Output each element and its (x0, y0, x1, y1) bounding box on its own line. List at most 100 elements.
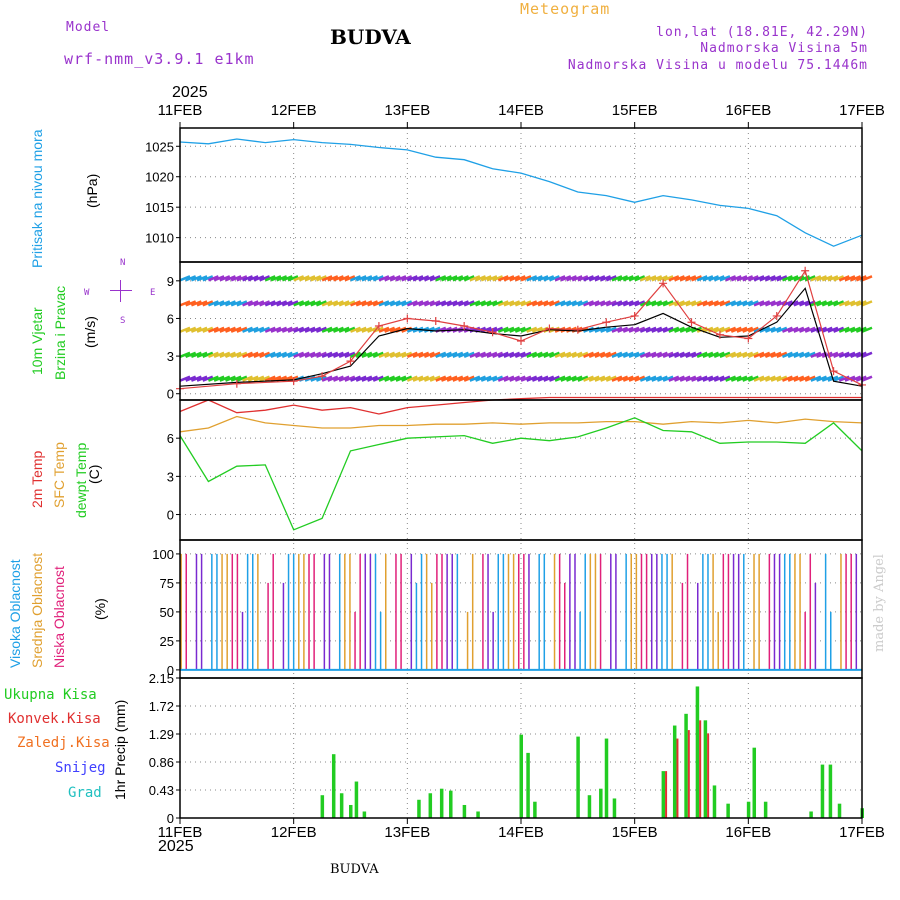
legend-grad: Grad (68, 785, 102, 801)
wind-arrow (486, 300, 498, 307)
wind-arrow (332, 375, 344, 382)
wind-arrow (287, 275, 299, 282)
wind-arrow (361, 375, 373, 382)
wind-arrow (838, 351, 850, 358)
wind-arrow (526, 375, 538, 382)
wind-arrow (452, 275, 464, 282)
wind-arrow (253, 351, 265, 358)
wind-arrow (418, 275, 430, 282)
wind-arrow (378, 351, 390, 358)
wind-arrow (799, 351, 810, 358)
wind-arrow (497, 300, 509, 307)
wind-arrow (827, 275, 839, 282)
wind-arrow (463, 275, 475, 282)
precip-total-bar (320, 795, 325, 818)
wind-gust-marker (772, 311, 781, 320)
wind-arrow (787, 351, 799, 358)
wind-arrow (310, 300, 322, 307)
wind-arrow (185, 300, 197, 307)
wind-arrow (611, 326, 623, 333)
wind-arrow (730, 300, 742, 307)
wind-arrow (310, 351, 322, 358)
wind-arrow (566, 351, 577, 358)
wind-arrow (571, 375, 583, 382)
wind-arrow (605, 375, 617, 382)
precip-total-bar (752, 747, 757, 818)
wind-arrow (816, 300, 827, 307)
wind-arrow (480, 351, 492, 358)
wind-arrow (833, 275, 845, 282)
wind-arrow (247, 275, 259, 282)
wind-arrow (804, 275, 816, 282)
wind-arrow (469, 351, 481, 358)
wind-arrow (622, 375, 634, 382)
wind-arrow (293, 300, 305, 307)
wind-arrow (367, 300, 379, 307)
precip-total-bar (726, 803, 730, 818)
wind-arrow (713, 300, 725, 307)
wind-arrow (401, 351, 413, 358)
wind-gust-marker (687, 318, 696, 327)
wind-arrow (367, 326, 379, 333)
wind-arrow (526, 275, 538, 282)
wind-arrow (566, 375, 577, 382)
wind-gust-marker (289, 377, 298, 386)
wind-arrow (628, 275, 640, 282)
wind-arrow (355, 300, 367, 307)
wind-arrow (327, 275, 339, 282)
wind-arrow (514, 326, 526, 333)
wind-arrow (230, 351, 242, 358)
wind-arrow (514, 375, 526, 382)
compass-cross (106, 276, 136, 306)
wind-arrow (344, 275, 356, 282)
wind-arrow (566, 300, 577, 307)
precip-conv-bar (687, 730, 690, 818)
wind-arrow (384, 326, 396, 333)
wind-arrow (560, 275, 572, 282)
wind-arrow (372, 275, 384, 282)
wind-arrow (821, 300, 833, 307)
wind-arrow (651, 300, 663, 307)
wind-arrow (804, 326, 816, 333)
wind-arrow (810, 375, 822, 382)
wind-arrow (651, 275, 663, 282)
wind-arrow (338, 351, 350, 358)
precip-total-bar (339, 793, 344, 818)
wind-arrow (844, 351, 856, 358)
wind-arrow (554, 300, 566, 307)
wind-arrow (594, 375, 606, 382)
precip-total-bar (417, 799, 421, 818)
legend-konvek: Konvek.Kisa (8, 711, 101, 727)
wind-arrow (793, 300, 805, 307)
wind-arrow (617, 351, 629, 358)
wind-arrow (600, 351, 612, 358)
wind-arrow (577, 351, 589, 358)
wind-arrow (213, 375, 225, 382)
wind-arrow (276, 351, 288, 358)
wind-arrow (225, 326, 236, 333)
wind-arrow (361, 300, 373, 307)
wind-arrow (395, 275, 407, 282)
x-tick-label-top: 15FEB (612, 102, 658, 119)
pressure-line (179, 138, 863, 247)
wind-arrow (435, 375, 447, 382)
wind-arrow (469, 300, 481, 307)
wind-arrow (691, 375, 702, 382)
wind-arrow (298, 351, 310, 358)
wind-arrow (367, 351, 379, 358)
wind-arrow (452, 351, 464, 358)
precip-total-bar (519, 734, 523, 818)
wind-arrow (372, 300, 384, 307)
wind-arrow (230, 326, 242, 333)
wind-arrow (179, 275, 191, 282)
wind-arrow (247, 326, 259, 333)
wind-arrow (242, 275, 253, 282)
wind-arrow (327, 300, 339, 307)
wind-arrow (304, 351, 316, 358)
wind-arrow (440, 375, 452, 382)
wind-arrow (639, 326, 651, 333)
wind-arrow (725, 326, 737, 333)
wind-arrow (463, 375, 475, 382)
wind-arrow (696, 275, 708, 282)
wind-arrow (639, 351, 651, 358)
